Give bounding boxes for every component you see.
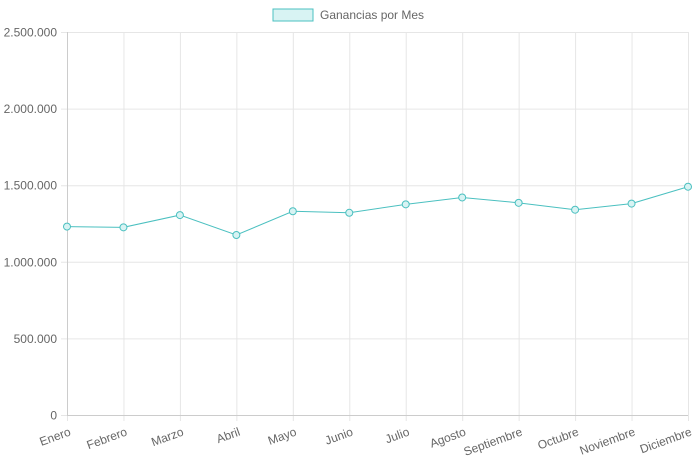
x-tick-label: Noviembre bbox=[578, 425, 638, 458]
data-point[interactable] bbox=[175, 211, 184, 220]
data-point[interactable] bbox=[63, 222, 71, 231]
y-tick-label: 2.000.000 bbox=[4, 102, 58, 116]
data-point[interactable] bbox=[571, 205, 580, 214]
x-tick-label: Diciembre bbox=[638, 425, 694, 457]
legend[interactable]: Ganancias por Mes bbox=[272, 8, 424, 22]
x-tick-label: Julio bbox=[383, 425, 411, 447]
axes bbox=[67, 32, 688, 416]
data-point[interactable] bbox=[684, 182, 692, 191]
y-axis-ticks: 0 500.000 1.000.000 1.500.000 2.000.000 2.500… bbox=[4, 26, 58, 423]
legend-swatch bbox=[272, 8, 314, 22]
data-point[interactable] bbox=[119, 223, 128, 232]
y-tick-label: 1.500.000 bbox=[4, 179, 58, 193]
x-tick-label: Junio bbox=[323, 425, 355, 448]
grid bbox=[61, 32, 689, 421]
data-point[interactable] bbox=[458, 193, 467, 202]
y-tick-label: 500.000 bbox=[14, 332, 58, 346]
y-tick-label: 2.500.000 bbox=[4, 26, 58, 40]
y-tick-label: 0 bbox=[50, 409, 57, 423]
x-tick-label: Marzo bbox=[149, 425, 185, 450]
x-tick-label: Mayo bbox=[266, 425, 299, 448]
data-point[interactable] bbox=[401, 200, 410, 209]
x-tick-label: Octubre bbox=[536, 425, 581, 453]
series-ganancias bbox=[63, 182, 692, 239]
series-line bbox=[66, 186, 689, 236]
data-point[interactable] bbox=[345, 208, 354, 217]
x-tick-label: Enero bbox=[38, 425, 73, 449]
data-point[interactable] bbox=[232, 230, 241, 239]
data-point[interactable] bbox=[627, 199, 636, 208]
x-tick-label: Septiembre bbox=[462, 425, 525, 459]
x-tick-label: Abril bbox=[215, 425, 242, 446]
data-point[interactable] bbox=[514, 198, 523, 207]
data-point[interactable] bbox=[288, 207, 297, 216]
legend-label: Ganancias por Mes bbox=[320, 8, 424, 22]
x-tick-label: Febrero bbox=[85, 425, 130, 453]
y-tick-label: 1.000.000 bbox=[4, 255, 58, 269]
x-axis-ticks: Enero Febrero Marzo Abril Mayo Junio Julio Agos… bbox=[38, 425, 694, 459]
